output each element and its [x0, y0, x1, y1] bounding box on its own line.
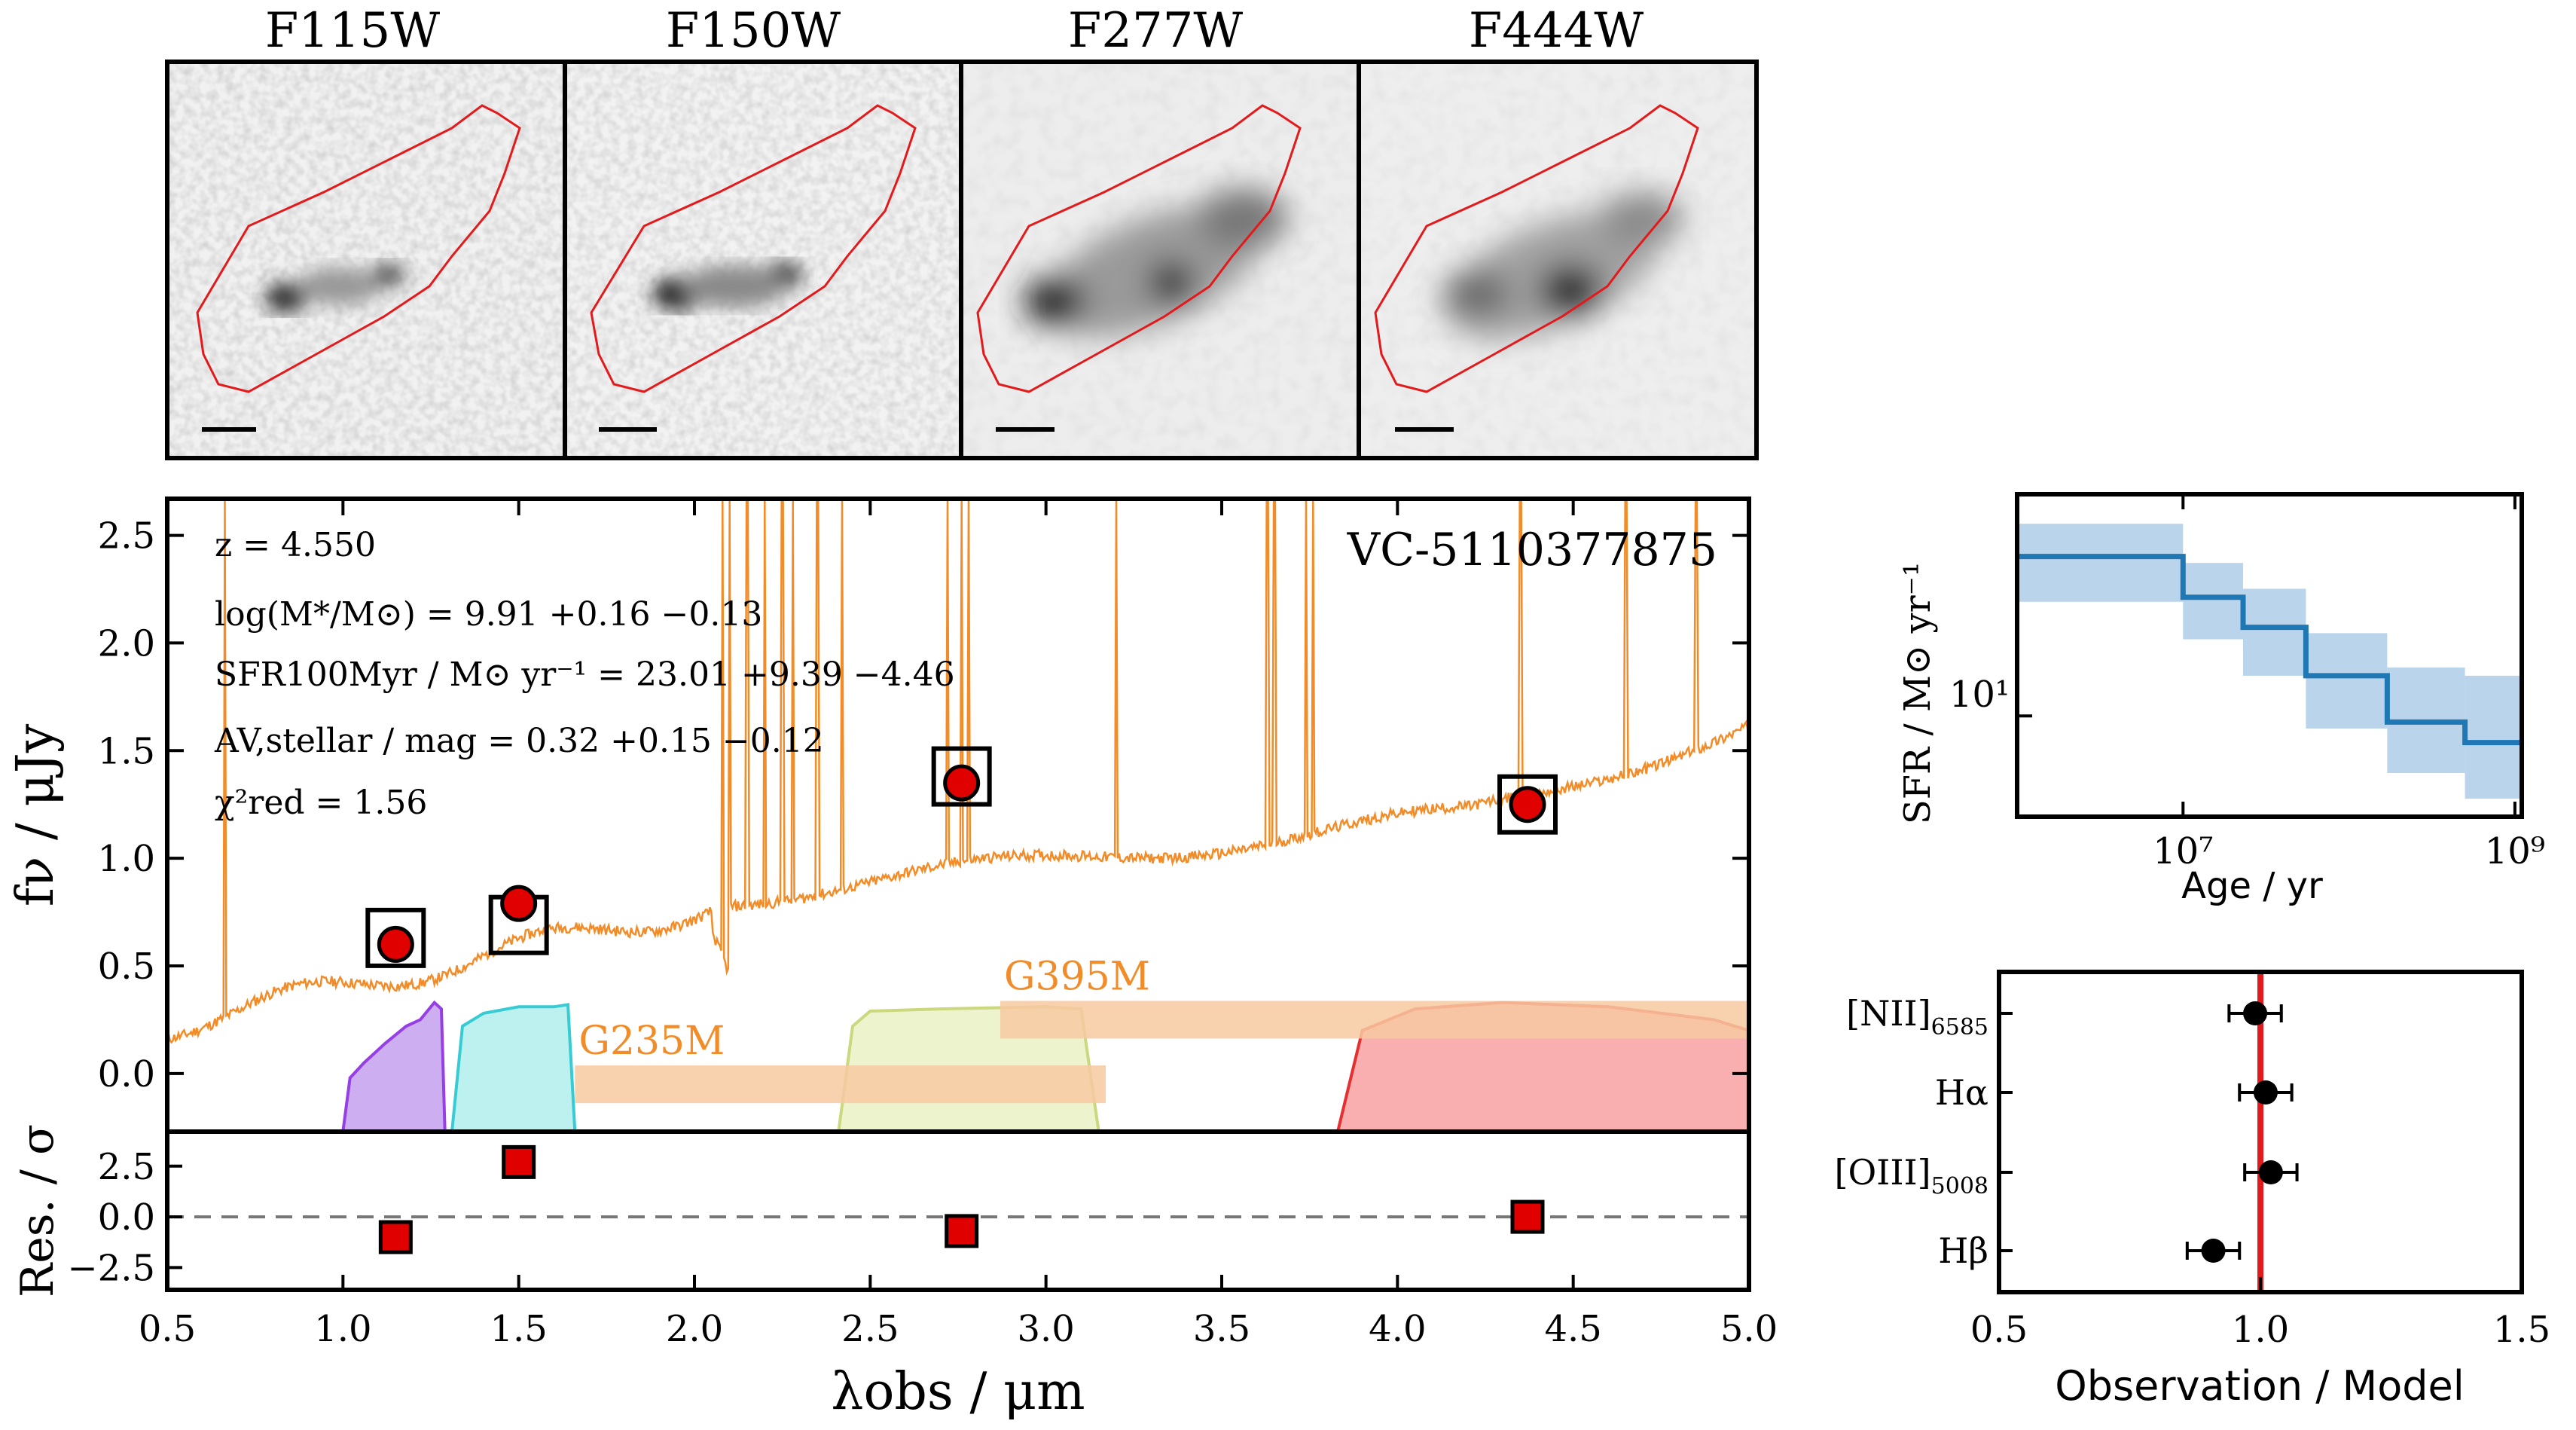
- residual-markers: [378, 1144, 1545, 1254]
- sed-xtick-label: 1.0: [314, 1308, 371, 1350]
- sed-axis-ticks: 0.0 0.5 1.0 1.5 2.0 2.5: [98, 499, 1750, 1095]
- observed-point-f277w: [943, 764, 981, 802]
- fit-annotations: z = 4.550 log(M*/M⊙) = 9.91 +0.16 −0.13 …: [214, 526, 955, 822]
- sed-xtick-label: 3.5: [1193, 1308, 1250, 1350]
- sed-ytick-label: 2.5: [98, 515, 155, 558]
- model-photometry-box: [1497, 774, 1558, 835]
- sed-panel: G235M G395M 0.0 0.5 1.0 1.5 2.0 2.5 VC-5110377…: [6, 497, 1751, 1134]
- grism-bar-g395m: [1000, 1001, 1749, 1039]
- line-label: Hα: [1935, 1072, 1988, 1113]
- observed-point-f150w: [500, 885, 538, 922]
- cutout-panel-f150w: [563, 60, 963, 460]
- line-label: [NII]6585: [1846, 993, 1988, 1040]
- cutout-panel-f444w: [1357, 60, 1759, 460]
- residual-point: [378, 1220, 413, 1254]
- grism-label-g235m: G235M: [578, 1019, 725, 1064]
- line-label: [OIII]5008: [1835, 1152, 1988, 1199]
- cutout-panel-f115w: [165, 60, 567, 460]
- sfh-xlabel: Age / yr: [2181, 865, 2323, 907]
- observed-point-f444w: [1509, 786, 1546, 823]
- line-ratio-axis-ticks: 0.5 1.0 1.5: [1970, 1277, 2550, 1351]
- filter-label-f150w: F150W: [666, 3, 841, 59]
- model-spectrum-line: [166, 497, 1750, 1044]
- residual-panel: 2.5 0.0 −2.5 0.5 1.0 1.5 2.0 2.5 3.0 3.5 4.0 4.5 5.0…: [11, 1124, 1778, 1422]
- grism-label-g395m: G395M: [1004, 954, 1150, 999]
- line-ratio-xlabel: Observation / Model: [2055, 1362, 2464, 1410]
- line-ratio-point: [2253, 1080, 2278, 1105]
- annotation-redshift: z = 4.550: [215, 526, 376, 564]
- sed-ytick-label: 1.5: [98, 730, 155, 772]
- sed-xtick-label: 2.0: [666, 1308, 723, 1350]
- line-ratio-point: [2258, 1160, 2283, 1184]
- residual-ytick-label: −2.5: [67, 1247, 155, 1289]
- line-ratio-points: [NII]6585 Hα [OIII]5008 Hβ: [1835, 993, 2299, 1271]
- sfh-step-line: [2017, 554, 2522, 746]
- sfh-ytick-label: 10¹: [1949, 674, 2010, 716]
- cutout-panel-f277w: [959, 60, 1361, 460]
- line-ratio-xtick-label: 1.5: [2493, 1309, 2550, 1351]
- residual-point: [945, 1214, 979, 1248]
- sed-xtick-label: 0.5: [139, 1308, 196, 1350]
- line-label-subscript: 5008: [1931, 1173, 1988, 1199]
- filter-label-f277w: F277W: [1068, 3, 1244, 59]
- sfh-band-bin: [2306, 633, 2388, 729]
- annotation-chi2: χ²red = 1.56: [215, 784, 427, 822]
- line-label-subscript: 6585: [1931, 1014, 1988, 1040]
- sed-xtick-label: 3.0: [1017, 1308, 1074, 1350]
- sfh-frame: [2015, 492, 2524, 819]
- sfh-axis-ticks: 10⁷ 10⁹: [2017, 494, 2545, 872]
- sed-xtick-label: 4.0: [1369, 1308, 1426, 1350]
- residual-point: [502, 1144, 536, 1179]
- annotation-sfr: SFR100Myr / M⊙ yr⁻¹ = 23.01 +9.39 −4.46: [215, 655, 955, 694]
- sfh-ylabel: SFR / M⊙ yr⁻¹: [1897, 562, 1939, 824]
- residual-axis-ticks: 2.5 0.0 −2.5 0.5 1.0 1.5 2.0 2.5 3.0 3.5 4.0 4.5 5.0: [67, 1146, 1778, 1350]
- object-id-label: VC-5110377875: [1347, 524, 1717, 576]
- line-ratio-frame: [1997, 970, 2524, 1294]
- sed-ytick-label: 2.0: [98, 622, 155, 665]
- line-ratio-point: [2243, 1001, 2268, 1025]
- sfh-xtick-label: 10⁷: [2153, 830, 2213, 872]
- residual-point: [1510, 1199, 1545, 1234]
- filter-curve-f150w: [450, 1003, 577, 1132]
- line-ratio-panel: [NII]6585 Hα [OIII]5008 Hβ 0.5 1.0 1.5 Observ…: [1835, 970, 2550, 1410]
- sed-ylabel: fν / μJy: [6, 723, 66, 906]
- sed-ytick-label: 1.0: [98, 838, 155, 880]
- sed-xlabel: λobs / μm: [831, 1362, 1085, 1422]
- filter-label-f115w: F115W: [265, 3, 441, 59]
- sfh-band-bin: [2465, 675, 2522, 799]
- annotation-av: AV,stellar / mag = 0.32 +0.15 −0.12: [214, 722, 824, 760]
- residual-frame: [165, 1129, 1751, 1292]
- filter-label-f444w: F444W: [1469, 3, 1644, 59]
- filter-curve-f115w: [341, 1000, 447, 1132]
- model-photometry-markers: [365, 746, 1558, 968]
- grism-coverage-bars: G235M G395M: [575, 954, 1749, 1104]
- cutout-panels: F115W F150W F277W F444W: [165, 3, 1759, 460]
- residual-ytick-label: 2.5: [98, 1146, 155, 1188]
- line-label: Hβ: [1938, 1230, 1988, 1271]
- sfh-band-bin: [2183, 563, 2243, 640]
- sed-xtick-label: 5.0: [1720, 1308, 1778, 1350]
- grism-bar-g235m: [575, 1065, 1106, 1104]
- model-photometry-box: [931, 746, 992, 807]
- sfh-band-bin: [2017, 524, 2184, 602]
- sfh-band-bin: [2242, 588, 2306, 676]
- residual-ylabel: Res. / σ: [11, 1124, 64, 1297]
- sed-ytick-label: 0.5: [98, 946, 155, 988]
- observed-photometry-markers: [377, 764, 1546, 963]
- sed-xtick-label: 4.5: [1544, 1308, 1601, 1350]
- line-ratio-xtick-label: 0.5: [1970, 1309, 2028, 1351]
- sed-xtick-label: 2.5: [841, 1308, 899, 1350]
- annotation-stellar-mass: log(M*/M⊙) = 9.91 +0.16 −0.13: [215, 595, 762, 634]
- residual-ytick-label: 0.0: [98, 1196, 155, 1239]
- sfh-xtick-label: 10⁹: [2485, 830, 2545, 872]
- sed-ytick-label: 0.0: [98, 1053, 155, 1095]
- model-photometry-box: [365, 907, 426, 968]
- observed-point-f115w: [377, 925, 414, 963]
- sed-xtick-label: 1.5: [490, 1308, 547, 1350]
- sfh-uncertainty-band: [2017, 524, 2522, 799]
- line-ratio-xtick-label: 1.0: [2232, 1309, 2289, 1351]
- line-ratio-point: [2201, 1239, 2226, 1263]
- sfh-panel: 10⁷ 10⁹ SFR / M⊙ yr⁻¹ 10¹ Age / yr: [1897, 492, 2545, 907]
